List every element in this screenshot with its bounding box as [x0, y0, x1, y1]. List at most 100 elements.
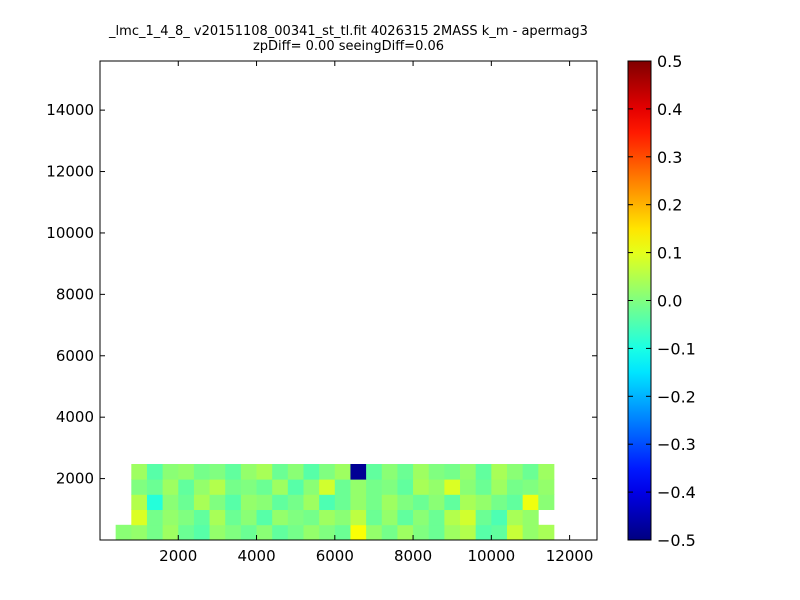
y-tick-label: 4000: [56, 408, 94, 426]
heatmap-cell: [240, 509, 257, 526]
heatmap-cell: [225, 524, 242, 541]
colorbar-tick-label: −0.4: [657, 483, 696, 502]
heatmap-cell: [146, 479, 164, 495]
heatmap-cell: [334, 464, 351, 480]
heatmap-cell: [366, 494, 383, 511]
heatmap-cell: [225, 479, 242, 495]
heatmap-cell: [162, 479, 179, 495]
heatmap-cell: [444, 464, 461, 480]
heatmap-cell: [209, 479, 226, 495]
heatmap-cell: [381, 464, 398, 480]
heatmap-cell: [397, 524, 414, 541]
heatmap-cell: [146, 464, 164, 480]
heatmap-cell: [491, 509, 508, 526]
chart-title-line-1: _lmc_1_4_8_ v20151108_00341_st_tl.fit 40…: [109, 24, 588, 39]
heatmap-cell: [444, 494, 461, 511]
heatmap-cell: [428, 464, 445, 480]
heatmap-cell: [475, 494, 492, 511]
heatmap-cell: [475, 464, 492, 480]
heatmap-cell: [506, 509, 524, 526]
heatmap-cell: [460, 464, 477, 480]
heatmap-cell: [256, 464, 273, 480]
heatmap-cell: [538, 464, 555, 480]
y-tick-label: 2000: [56, 470, 94, 488]
heatmap-cell: [366, 524, 383, 541]
heatmap-cell: [491, 464, 508, 480]
heatmap-cell: [193, 524, 210, 541]
heatmap-cell: [413, 494, 430, 511]
heatmap-cell: [350, 479, 367, 495]
colorbar-tick-label: 0.3: [657, 148, 682, 167]
heatmap-cell: [178, 479, 195, 495]
heatmap-cell: [240, 464, 257, 480]
heatmap-cell: [413, 509, 430, 526]
heatmap-cell: [193, 479, 210, 495]
colorbar-tick-label: −0.3: [657, 435, 696, 454]
colorbar: 0.5 0.4 0.3 0.2 0.1 0.0 −0.1 −0.2 −0.3 −0.4 −0.5: [627, 52, 696, 550]
heatmap-cell: [506, 494, 524, 511]
heatmap-cell: [272, 479, 289, 495]
heatmap-cell: [538, 479, 555, 495]
colorbar-tick-label: 0.1: [657, 244, 682, 263]
heatmap-cell: [319, 479, 336, 495]
heatmap-cell: [460, 524, 477, 541]
colorbar-tick-label: −0.5: [657, 531, 696, 550]
heatmap-cell: [444, 524, 461, 541]
heatmap-cell: [287, 464, 304, 480]
heatmap-cell: [131, 479, 148, 495]
heatmap-cell: [491, 524, 508, 541]
heatmap-cell: [272, 464, 289, 480]
heatmap-cell: [193, 464, 210, 480]
x-tick-label: 12000: [546, 547, 594, 565]
heatmap-cell: [381, 524, 398, 541]
heatmap-cell: [225, 509, 242, 526]
heatmap-cell: [475, 509, 492, 526]
heatmap-cell: [287, 479, 304, 495]
heatmap-cell: [256, 479, 273, 495]
heatmap-cell: [303, 479, 320, 495]
heatmap-cell: [162, 464, 179, 480]
x-tick-label: 6000: [316, 547, 354, 565]
heatmap-cell: [506, 524, 524, 541]
heatmap-cell: [287, 494, 304, 511]
heatmap-cell: [240, 494, 257, 511]
heatmap-cell: [319, 464, 336, 480]
heatmap-cell: [131, 509, 148, 526]
heatmap-cell: [131, 464, 148, 480]
heatmap-cell: [428, 479, 445, 495]
heatmap-cell: [162, 509, 179, 526]
heatmap-cell: [303, 494, 320, 511]
heatmap-cell: [366, 479, 383, 495]
heatmap-cell: [193, 509, 210, 526]
heatmap-cell: [256, 524, 273, 541]
y-tick-label: 12000: [46, 163, 94, 181]
heatmap-cell: [444, 509, 461, 526]
y-tick-label: 6000: [56, 347, 94, 365]
heatmap-cell: [287, 509, 304, 526]
heatmap-cell: [366, 464, 383, 480]
heatmap-cell: [397, 464, 414, 480]
heatmap-cell: [444, 479, 461, 495]
colorbar-tick-label: 0.5: [657, 52, 682, 71]
heatmap-cell: [334, 524, 351, 541]
heatmap-cell: [115, 524, 132, 541]
heatmap-cell: [506, 479, 524, 495]
heatmap-cell: [256, 494, 273, 511]
heatmap-cell: [272, 509, 289, 526]
heatmap-cell: [413, 464, 430, 480]
heatmap-cell: [460, 479, 477, 495]
heatmap-cell: [522, 479, 539, 495]
heatmap-cell: [334, 479, 351, 495]
x-axis: 2000 4000 6000 8000 10000 12000: [159, 61, 593, 565]
heatmap-cell: [131, 524, 148, 541]
colorbar-tick-label: 0.2: [657, 196, 682, 215]
heatmap-cell: [319, 494, 336, 511]
colorbar-tick-label: 0.4: [657, 100, 682, 119]
heatmap-cell: [209, 494, 226, 511]
heatmap-cell: [146, 524, 164, 541]
colorbar-tick-label: −0.1: [657, 339, 696, 358]
heatmap-cell: [162, 524, 179, 541]
heatmap-cell: [538, 494, 555, 511]
colorbar-tick-label: 0.0: [657, 292, 682, 311]
